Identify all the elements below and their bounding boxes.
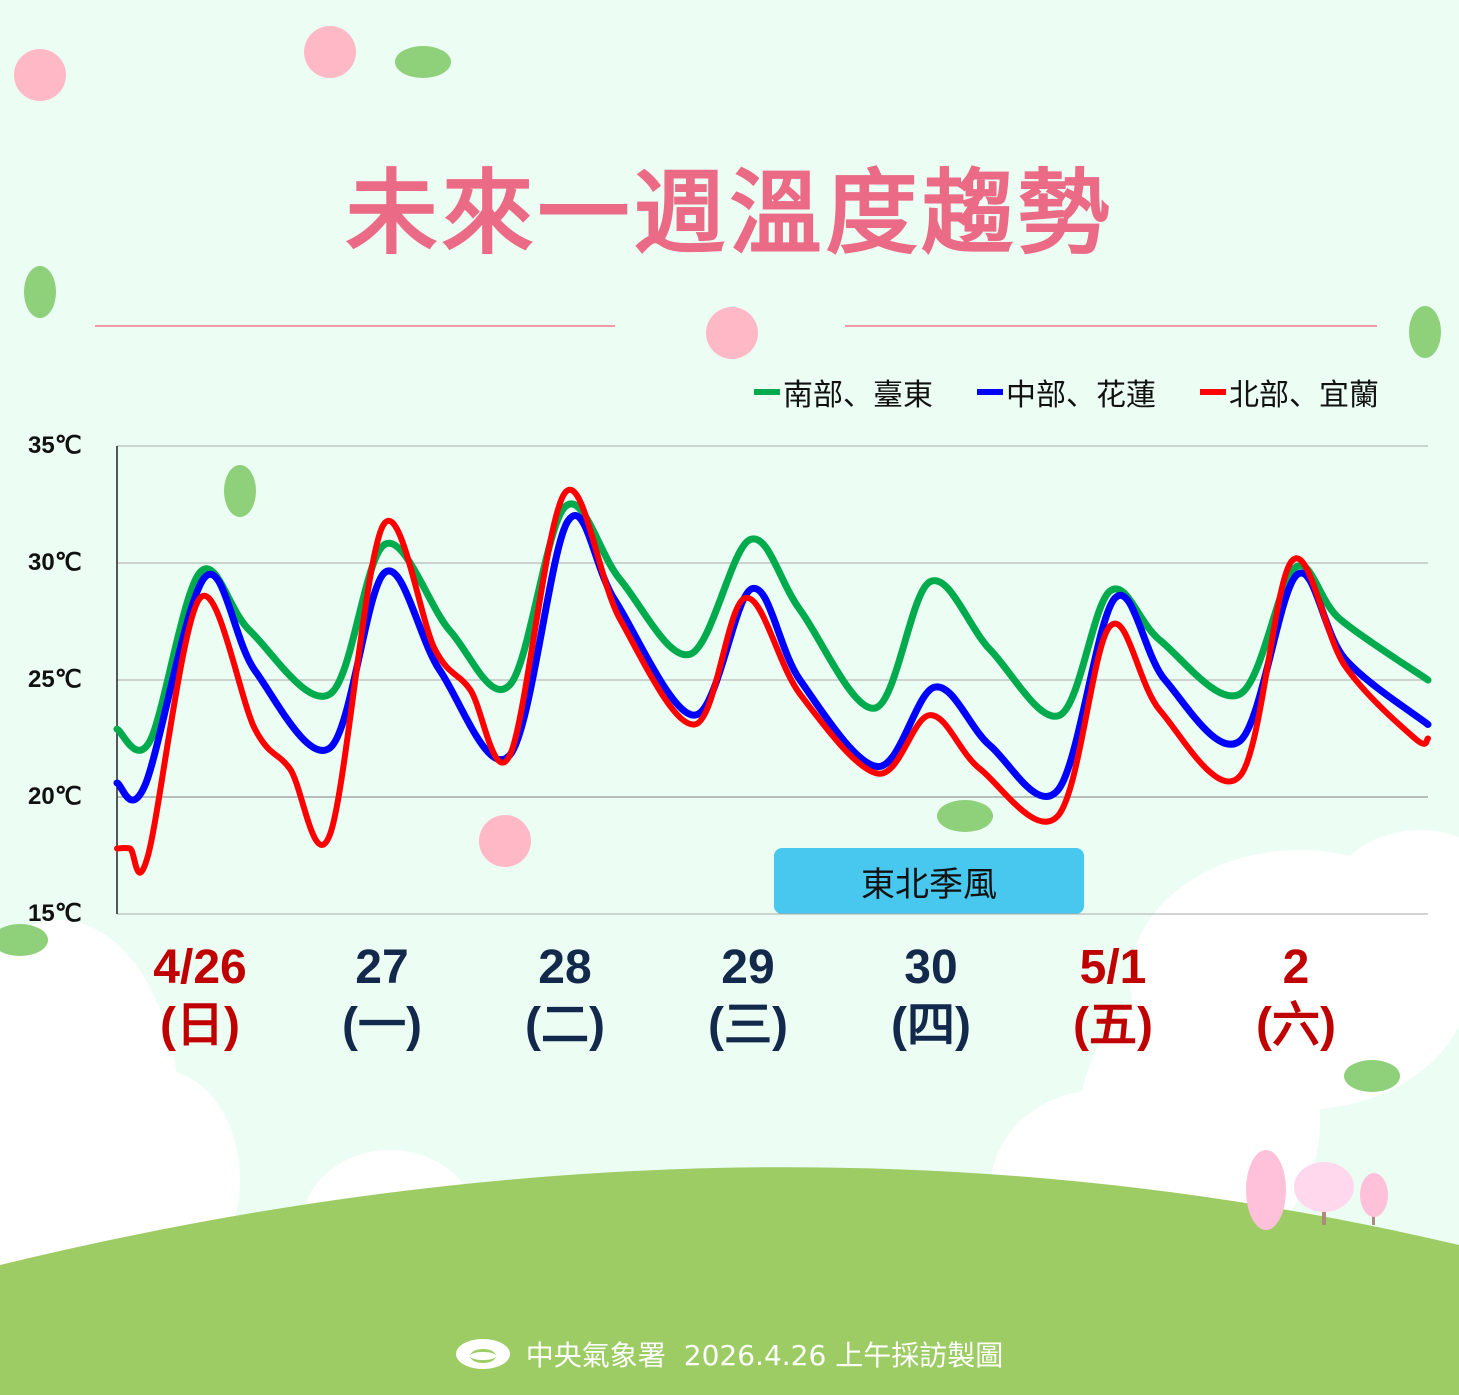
hill [0, 1167, 1459, 1395]
legend-label-south: 南部、臺東 [783, 378, 933, 413]
footer-note: 2026.4.26 上午採訪製圖 [683, 1339, 1004, 1372]
legend-item-central: 中部、花蓮 [977, 370, 1156, 414]
footer-agency: 中央氣象署 [525, 1339, 666, 1372]
line-north [114, 486, 1431, 876]
x-label-4: 30 (四) [891, 941, 971, 1052]
y-tick-35: 35℃ [28, 432, 82, 459]
chart-title: 未來一週溫度趨勢 [345, 160, 1114, 267]
x-label-0: 4/26 (日) [153, 941, 247, 1052]
line-south [113, 500, 1432, 754]
grid [117, 445, 1428, 915]
x-label-5: 5/1 (五) [1073, 941, 1153, 1052]
legend-label-north: 北部、宜蘭 [1229, 378, 1379, 413]
title-rule-right [845, 325, 1377, 327]
y-tick-25: 25℃ [28, 666, 82, 693]
footer: 中央氣象署 2026.4.26 上午採訪製圖 [0, 1334, 1459, 1374]
x-label-1: 27 (一) [342, 941, 422, 1052]
title-rule-left [95, 325, 615, 327]
legend-label-central: 中部、花蓮 [1006, 378, 1156, 413]
legend-swatch-south [754, 389, 780, 395]
y-tick-20: 20℃ [28, 783, 82, 810]
monsoon-annotation: 東北季風 [774, 848, 1084, 914]
x-label-3: 29 (三) [708, 941, 788, 1052]
x-label-6: 2 (六) [1256, 941, 1336, 1052]
legend-swatch-north [1200, 389, 1226, 395]
chart-plot [113, 445, 1432, 915]
legend-swatch-central [977, 389, 1003, 395]
legend: 南部、臺東 中部、花蓮 北部、宜蘭 [754, 370, 1379, 414]
y-tick-30: 30℃ [28, 549, 82, 576]
legend-item-south: 南部、臺東 [754, 370, 933, 414]
legend-item-north: 北部、宜蘭 [1200, 370, 1379, 414]
y-tick-15: 15℃ [28, 900, 82, 927]
agency-logo-icon [455, 1339, 510, 1369]
x-label-2: 28 (二) [525, 941, 605, 1052]
